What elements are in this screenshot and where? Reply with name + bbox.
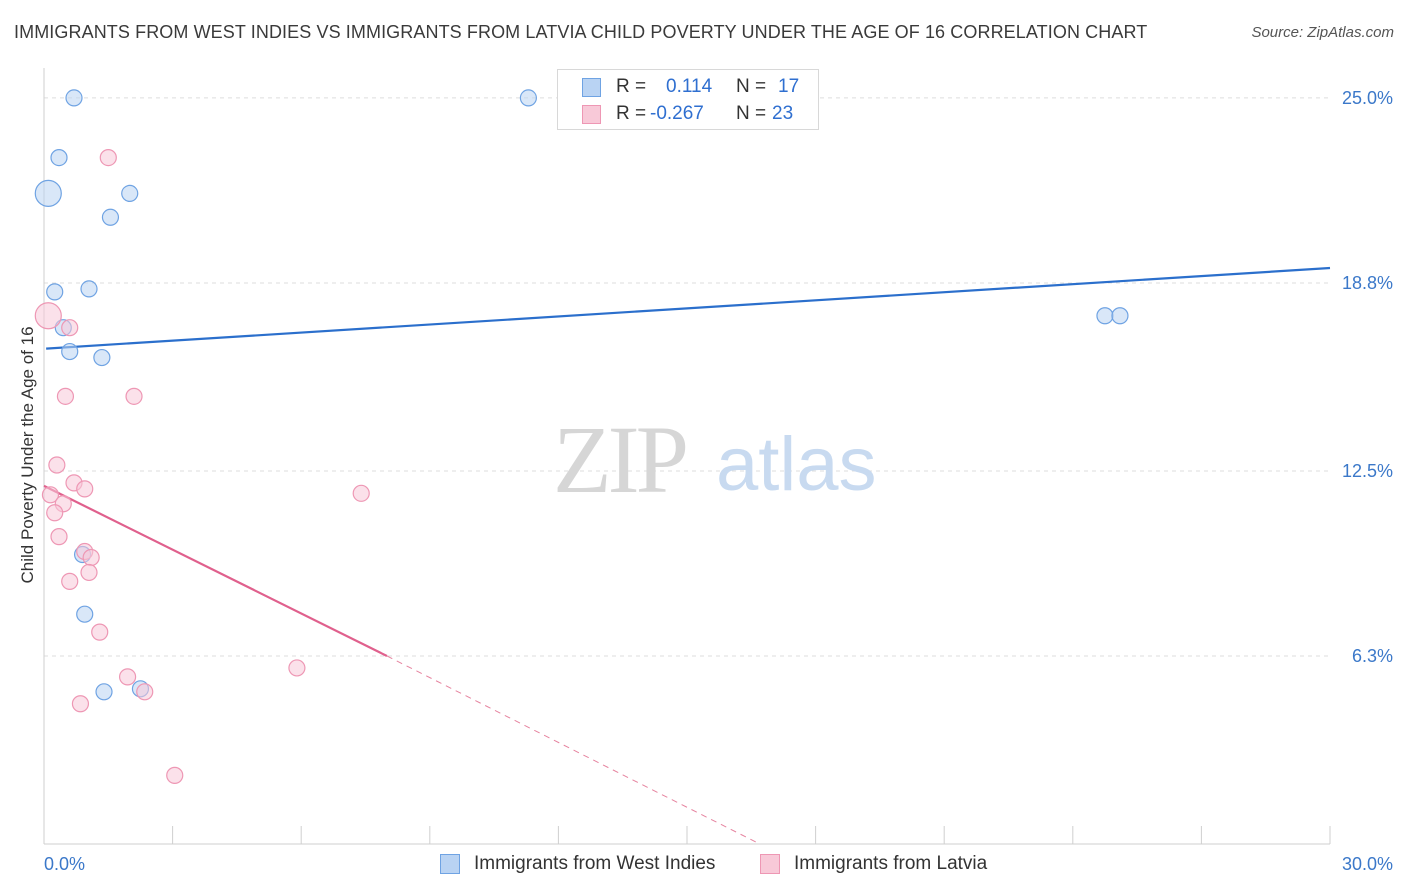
data-point-latvia (34, 302, 62, 330)
data-point-west-indies (76, 605, 94, 623)
data-point-west-indies (61, 342, 79, 361)
legend-n-value: 17 (778, 76, 800, 97)
data-point-latvia (352, 484, 370, 502)
data-point-west-indies (121, 184, 139, 203)
watermark-zip: ZIP (553, 406, 686, 513)
chart-source: Source: ZipAtlas.com (1251, 24, 1394, 41)
data-point-latvia (288, 659, 306, 677)
y-tick-label: 25.0% (1342, 88, 1393, 108)
data-point-west-indies (65, 89, 83, 107)
legend-n-value: 23 (772, 103, 794, 124)
y-axis-label: Child Poverty Under the Age of 16 (18, 326, 37, 584)
y-tick-label: 18.8% (1342, 273, 1393, 293)
legend-n-label: N = (736, 103, 767, 124)
trend-line-extension-latvia (386, 655, 761, 845)
data-point-latvia (118, 668, 137, 686)
data-point-latvia (50, 528, 68, 546)
data-point-latvia (99, 148, 117, 167)
series-label-latvia: Immigrants from Latvia (794, 853, 988, 874)
data-point-west-indies (50, 148, 68, 167)
data-point-west-indies (519, 89, 537, 107)
series-legend: Immigrants from West Indies Immigrants f… (0, 852, 1406, 878)
legend-r-value: -0.267 (650, 103, 704, 124)
data-point-latvia (125, 387, 143, 405)
x-tick-label: 0.0% (44, 854, 85, 874)
legend-r-label: R = (616, 76, 647, 97)
data-point-latvia (48, 456, 66, 474)
data-point-west-indies (1096, 307, 1114, 325)
data-point-west-indies (1111, 307, 1129, 325)
data-point-latvia (76, 480, 94, 498)
data-point-latvia (91, 623, 109, 641)
legend-swatch-west-indies (582, 78, 601, 97)
legend-n-label: N = (736, 76, 767, 97)
data-point-latvia (41, 486, 60, 504)
data-point-latvia (71, 695, 90, 713)
data-point-latvia (136, 683, 154, 701)
tick-label-layer: 6.3% 12.5% 18.8% 25.0% 0.0% 30.0% (44, 88, 1393, 874)
data-point-latvia (166, 766, 184, 784)
legend-r-label: R = (616, 103, 647, 124)
data-point-west-indies (80, 280, 98, 298)
data-point-west-indies (101, 208, 120, 226)
data-point-west-indies (95, 683, 113, 701)
data-point-west-indies (34, 179, 62, 208)
data-point-latvia (56, 387, 75, 405)
trend-line-west-indies (46, 266, 1331, 350)
legend-swatch-latvia (582, 105, 601, 124)
series-label-west-indies: Immigrants from West Indies (474, 853, 716, 874)
axis-layer (43, 68, 1331, 845)
watermark-atlas: atlas (716, 422, 877, 507)
grid-layer (44, 97, 1330, 657)
chart-title: IMMIGRANTS FROM WEST INDIES VS IMMIGRANT… (14, 22, 1148, 42)
legend: R = 0.114 N = 17 R = -0.267 N = 23 (557, 69, 819, 130)
trend-layer (43, 266, 1331, 845)
x-tick-label: 30.0% (1342, 854, 1393, 874)
watermark: ZIP atlas (553, 406, 877, 513)
data-point-latvia (61, 319, 79, 337)
y-tick-label: 6.3% (1352, 646, 1393, 666)
points-layer (34, 89, 1129, 784)
data-point-west-indies (93, 348, 111, 367)
data-point-west-indies (46, 283, 64, 301)
data-point-latvia (80, 563, 98, 582)
data-point-latvia (61, 572, 79, 590)
y-tick-label: 12.5% (1342, 461, 1393, 481)
trend-line-latvia (43, 484, 388, 657)
data-point-latvia (46, 504, 64, 522)
legend-r-value: 0.114 (666, 76, 713, 97)
data-point-latvia (82, 548, 100, 567)
series-swatch-west-indies (440, 854, 460, 874)
series-swatch-latvia (760, 854, 780, 874)
